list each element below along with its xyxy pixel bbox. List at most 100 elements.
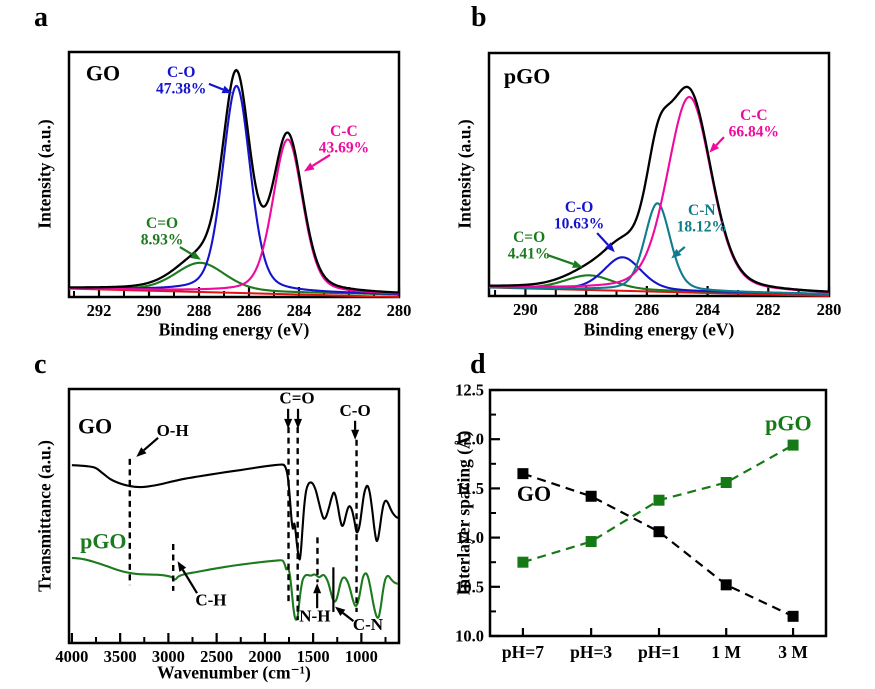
y-axis-label-b: Intensity (a.u.) (454, 119, 475, 229)
panel-d: 10.0 10.5 11.0 11.5 12.0 12.5 pH=7 pH=3 pH=1 1 M 3… (437, 345, 875, 689)
annotation-arrow (313, 583, 322, 594)
annotation-text: C=O (279, 389, 314, 408)
y-axis-label-a: Intensity (a.u.) (34, 119, 55, 229)
panel-letter-d: d (470, 349, 486, 380)
annotation-arrow (190, 251, 201, 260)
marker-pGO (517, 556, 529, 568)
marker-pGO (720, 476, 732, 488)
annotation-arrow (221, 85, 233, 94)
x-tick-label: 4000 (55, 647, 88, 666)
annotation-text: C-C (330, 123, 358, 140)
annotation-arrow (311, 153, 331, 167)
annotation-text: O-H (157, 421, 189, 440)
annotation-arrow (284, 418, 293, 429)
x-tick-label: 1500 (297, 647, 330, 666)
y-tick-label: 10.5 (455, 577, 484, 596)
panel-letter-c: c (34, 349, 47, 380)
marker-pGO (653, 494, 665, 506)
marker-GO (653, 526, 665, 538)
curve-envelope (69, 68, 400, 294)
x-tick-label: 288 (187, 301, 212, 320)
x-tick-label: 1000 (345, 647, 378, 666)
plot-frame (67, 387, 401, 645)
annotation-arrow (596, 232, 609, 246)
annotation-arrow (709, 142, 720, 153)
x-tick-label: 284 (695, 300, 720, 319)
annotation-arrow (303, 162, 315, 172)
x-axis-label-a: Binding energy (eV) (158, 319, 310, 340)
annotation-text: N-H (299, 606, 330, 625)
panel-c: 4000 3500 3000 2500 2000 1500 1000 GO pGO O-H C-H C… (0, 345, 437, 689)
marker-pGO (787, 439, 799, 451)
marker-GO (517, 468, 529, 480)
annotation-arrow (671, 248, 682, 259)
x-tick-label: 2000 (248, 647, 281, 666)
x-tick-label: 282 (337, 301, 362, 320)
annotation-arrow (351, 429, 360, 440)
annotation-text: 18.12% (677, 218, 727, 235)
x-tick-label: 290 (137, 301, 162, 320)
x-axis-label-b: Binding energy (eV) (583, 319, 735, 340)
annotation-text: C-N (353, 615, 384, 634)
x-tick-label: 288 (574, 300, 599, 319)
series-line-GO (522, 472, 794, 618)
annotation-text: 4.41% (508, 245, 551, 262)
panel-a: 292 290 288 286 284 282 280 GO C-O 47.38% C-C 43.69… (0, 0, 437, 345)
x-tick-label: 290 (513, 300, 538, 319)
x-tick-label: 2500 (200, 647, 233, 666)
curve-envelope (488, 85, 830, 293)
x-tick-label: 280 (817, 300, 842, 319)
annotation-arrow (572, 260, 583, 268)
annotation-text: pGO (765, 410, 811, 435)
interlayer-spacing-chart: 10.0 10.5 11.0 11.5 12.0 12.5 pH=7 pH=3 pH=1 1 M 3… (455, 381, 828, 662)
x-tick-label: 292 (87, 301, 112, 320)
curve-C-O (68, 84, 400, 295)
y-tick-label: 11.0 (456, 528, 484, 547)
y-tick-label: 10.0 (455, 627, 484, 646)
annotation-arrow (678, 246, 686, 253)
ftir-chart: 4000 3500 3000 2500 2000 1500 1000 GO pGO O-H C-H C… (55, 387, 401, 666)
annotation-arrow (715, 136, 725, 147)
annotation-arrow (208, 82, 224, 91)
marker-GO (787, 610, 799, 622)
annotation-text: GO (517, 481, 551, 506)
annotation-text: C=O (146, 215, 178, 232)
y-tick-label: 12.0 (455, 430, 484, 449)
x-tick-label: 280 (387, 301, 412, 320)
annotation-text: C=O (513, 229, 545, 246)
annotation-text: 66.84% (729, 123, 779, 140)
xps-chart-go: 292 290 288 286 284 282 280 GO C-O47.38% C-C43.69… (67, 50, 412, 320)
annotation-arrow (294, 418, 303, 429)
x-tick-label: pH=7 (502, 642, 544, 662)
curve-pGO (71, 556, 399, 621)
panel-letter-a: a (34, 2, 48, 33)
x-tick-label: 3500 (104, 647, 137, 666)
marker-GO (585, 490, 597, 502)
plot-frame (487, 51, 831, 298)
annotation-arrow (546, 253, 574, 266)
marker-pGO (585, 536, 597, 548)
annotation-text: GO (86, 60, 120, 85)
annotation-text: C-H (195, 590, 226, 609)
curve-GO (71, 463, 399, 561)
annotation-text: GO (78, 413, 112, 438)
x-tick-label: 3 M (778, 642, 808, 662)
x-tick-label: 286 (237, 301, 262, 320)
annotation-text: C-N (688, 202, 716, 219)
x-tick-label: 282 (756, 300, 781, 319)
x-axis-label-c: Wavenumber (cm⁻¹) (157, 662, 311, 683)
panel-letter-b: b (471, 2, 487, 33)
x-tick-label: pH=3 (570, 642, 612, 662)
annotation-text: 8.93% (141, 232, 184, 249)
annotation-text: pGO (504, 64, 550, 89)
curve-C-C (68, 138, 400, 295)
annotation-arrow (179, 246, 194, 256)
xps-chart-pgo: 290 288 286 284 282 280 pGO C-C66.84% C-O10.63% C… (487, 51, 842, 319)
annotation-arrow (143, 436, 159, 452)
y-axis-label-d: Interlayer spacing (Å) (453, 430, 474, 596)
annotation-text: C-O (340, 401, 371, 420)
annotation-arrow (342, 611, 355, 623)
marker-GO (720, 579, 732, 591)
y-axis-label-c: Transmittance (a.u.) (34, 440, 55, 592)
